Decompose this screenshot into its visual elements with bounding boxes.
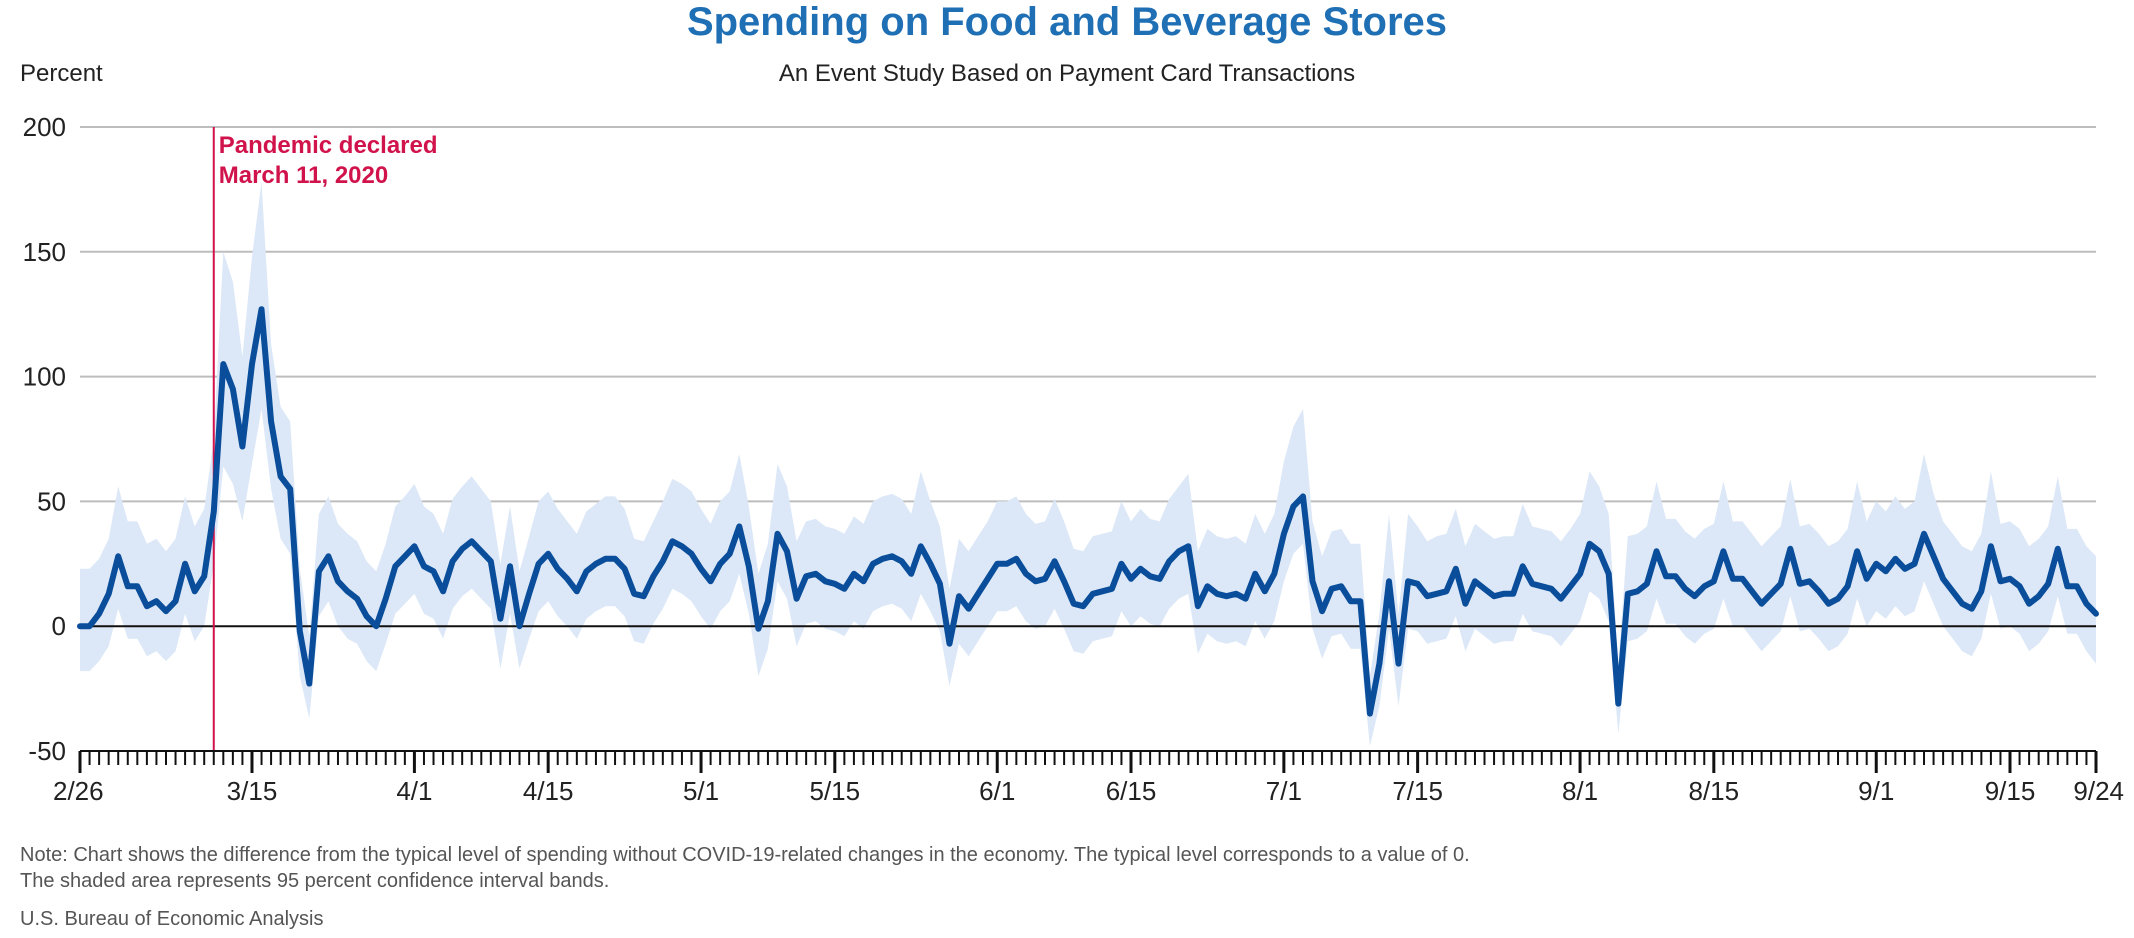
gridlines (80, 126, 2096, 752)
x-tick-label: 6/15 (1106, 776, 1157, 806)
x-axis: 2/26 3/15 4/1 4/15 5/1 5/15 6/1 6/15 7/1 7/15 8/1 8… (53, 750, 2124, 806)
y-tick-label: -50 (28, 736, 66, 766)
note-line2: The shaded area represents 95 percent co… (20, 870, 610, 892)
note-line1: Note: Chart shows the difference from th… (20, 844, 1470, 866)
x-tick-label: 3/15 (227, 776, 278, 806)
x-tick-label: 9/24 (2073, 776, 2124, 806)
chart-subtitle: An Event Study Based on Payment Card Tra… (778, 60, 1356, 87)
event-label-line2: March 11, 2020 (219, 162, 388, 189)
chart-title: Spending on Food and Beverage Stores (686, 0, 1448, 44)
x-tick-label: 5/15 (810, 776, 861, 806)
x-tick-label: 9/15 (1985, 776, 2036, 806)
x-tick-label: 8/1 (1562, 776, 1598, 806)
x-tick-label: 7/1 (1266, 776, 1302, 806)
x-tick-label: 5/1 (683, 776, 719, 806)
x-tick-label: 4/15 (523, 776, 574, 806)
x-tick-label: 8/15 (1689, 776, 1740, 806)
x-tick-label: 2/26 (53, 776, 104, 806)
y-tick-label: 150 (23, 237, 66, 267)
x-tick-label: 4/1 (396, 776, 432, 806)
y-tick-label: 50 (37, 486, 66, 516)
confidence-band (80, 181, 2096, 746)
x-tick-label: 9/1 (1858, 776, 1894, 806)
x-tick-label: 6/1 (979, 776, 1015, 806)
series-line (77, 306, 2099, 717)
event-label-line1: Pandemic declared (219, 132, 438, 159)
y-tick-labels: -50 0 50 100 150 200 (23, 112, 66, 766)
y-tick-label: 200 (23, 112, 66, 142)
source: U.S. Bureau of Economic Analysis (20, 908, 324, 930)
y-tick-label: 100 (23, 362, 66, 392)
y-tick-label: 0 (52, 611, 66, 641)
x-tick-label: 7/15 (1392, 776, 1443, 806)
y-axis-label: Percent (20, 60, 103, 87)
